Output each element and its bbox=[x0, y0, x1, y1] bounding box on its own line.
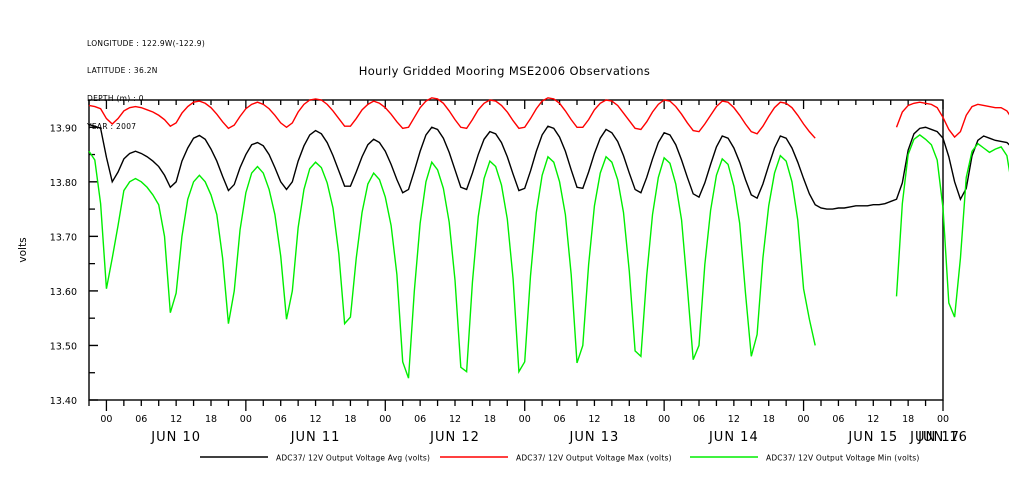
x-tick-label: 06 bbox=[275, 414, 287, 425]
series-line bbox=[88, 97, 816, 139]
series-line bbox=[895, 134, 1009, 318]
x-tick-label: 18 bbox=[763, 414, 775, 425]
legend-label: ADC37/ 12V Output Voltage Min (volts) bbox=[766, 454, 920, 463]
series-line bbox=[895, 101, 1009, 139]
x-day-label: JUN 13 bbox=[569, 430, 620, 445]
x-tick-label: 00 bbox=[379, 414, 391, 425]
x-tick-label: 18 bbox=[344, 414, 356, 425]
latitude-text: LATITUDE : 36.2N bbox=[87, 66, 158, 76]
y-tick-label: 13.70 bbox=[50, 232, 77, 243]
x-tick-label: 06 bbox=[554, 414, 566, 425]
x-tick-label: 18 bbox=[623, 414, 635, 425]
depth-text: DEPTH (m) : 0 bbox=[87, 94, 144, 104]
x-tick-label: 18 bbox=[902, 414, 914, 425]
legend-label: ADC37/ 12V Output Voltage Max (volts) bbox=[516, 454, 672, 463]
x-tick-label: 00 bbox=[658, 414, 670, 425]
x-tick-label: 00 bbox=[937, 414, 949, 425]
x-tick-label: 06 bbox=[693, 414, 705, 425]
x-day-label: JUN 17 bbox=[909, 430, 960, 445]
y-tick-label: 13.80 bbox=[50, 178, 77, 189]
x-day-label: JUN 10 bbox=[150, 430, 201, 445]
x-day-label: JUN 16 bbox=[917, 430, 968, 445]
y-axis-title: volts bbox=[17, 237, 29, 262]
x-day-label: JUN 14 bbox=[708, 430, 759, 445]
x-tick-label: 06 bbox=[135, 414, 147, 425]
chart-title: Hourly Gridded Mooring MSE2006 Observati… bbox=[358, 64, 651, 78]
x-tick-label: 12 bbox=[728, 414, 740, 425]
x-tick-label: 00 bbox=[100, 414, 112, 425]
y-tick-label: 13.40 bbox=[50, 396, 77, 407]
series-line bbox=[88, 150, 816, 379]
y-tick-label: 13.50 bbox=[50, 341, 77, 352]
x-day-label: JUN 11 bbox=[290, 430, 341, 445]
plot-frame bbox=[88, 99, 944, 401]
x-tick-label: 06 bbox=[832, 414, 844, 425]
x-tick-label: 12 bbox=[310, 414, 322, 425]
x-tick-label: 00 bbox=[519, 414, 531, 425]
legend-label: ADC37/ 12V Output Voltage Avg (volts) bbox=[276, 454, 430, 463]
y-tick-label: 13.90 bbox=[50, 123, 77, 134]
x-tick-label: 18 bbox=[205, 414, 217, 425]
x-tick-label: 18 bbox=[484, 414, 496, 425]
y-tick-label: 13.60 bbox=[50, 287, 77, 298]
longitude-text: LONGITUDE : 122.9W(-122.9) bbox=[87, 38, 206, 48]
series-line bbox=[88, 123, 1009, 210]
x-tick-label: 12 bbox=[588, 414, 600, 425]
x-day-label: JUN 15 bbox=[847, 430, 898, 445]
x-tick-label: 12 bbox=[449, 414, 461, 425]
x-day-label: JUN 12 bbox=[429, 430, 480, 445]
x-tick-label: 12 bbox=[170, 414, 182, 425]
x-tick-label: 12 bbox=[867, 414, 879, 425]
x-tick-label: 00 bbox=[240, 414, 252, 425]
x-tick-label: 00 bbox=[798, 414, 810, 425]
x-tick-label: 06 bbox=[414, 414, 426, 425]
